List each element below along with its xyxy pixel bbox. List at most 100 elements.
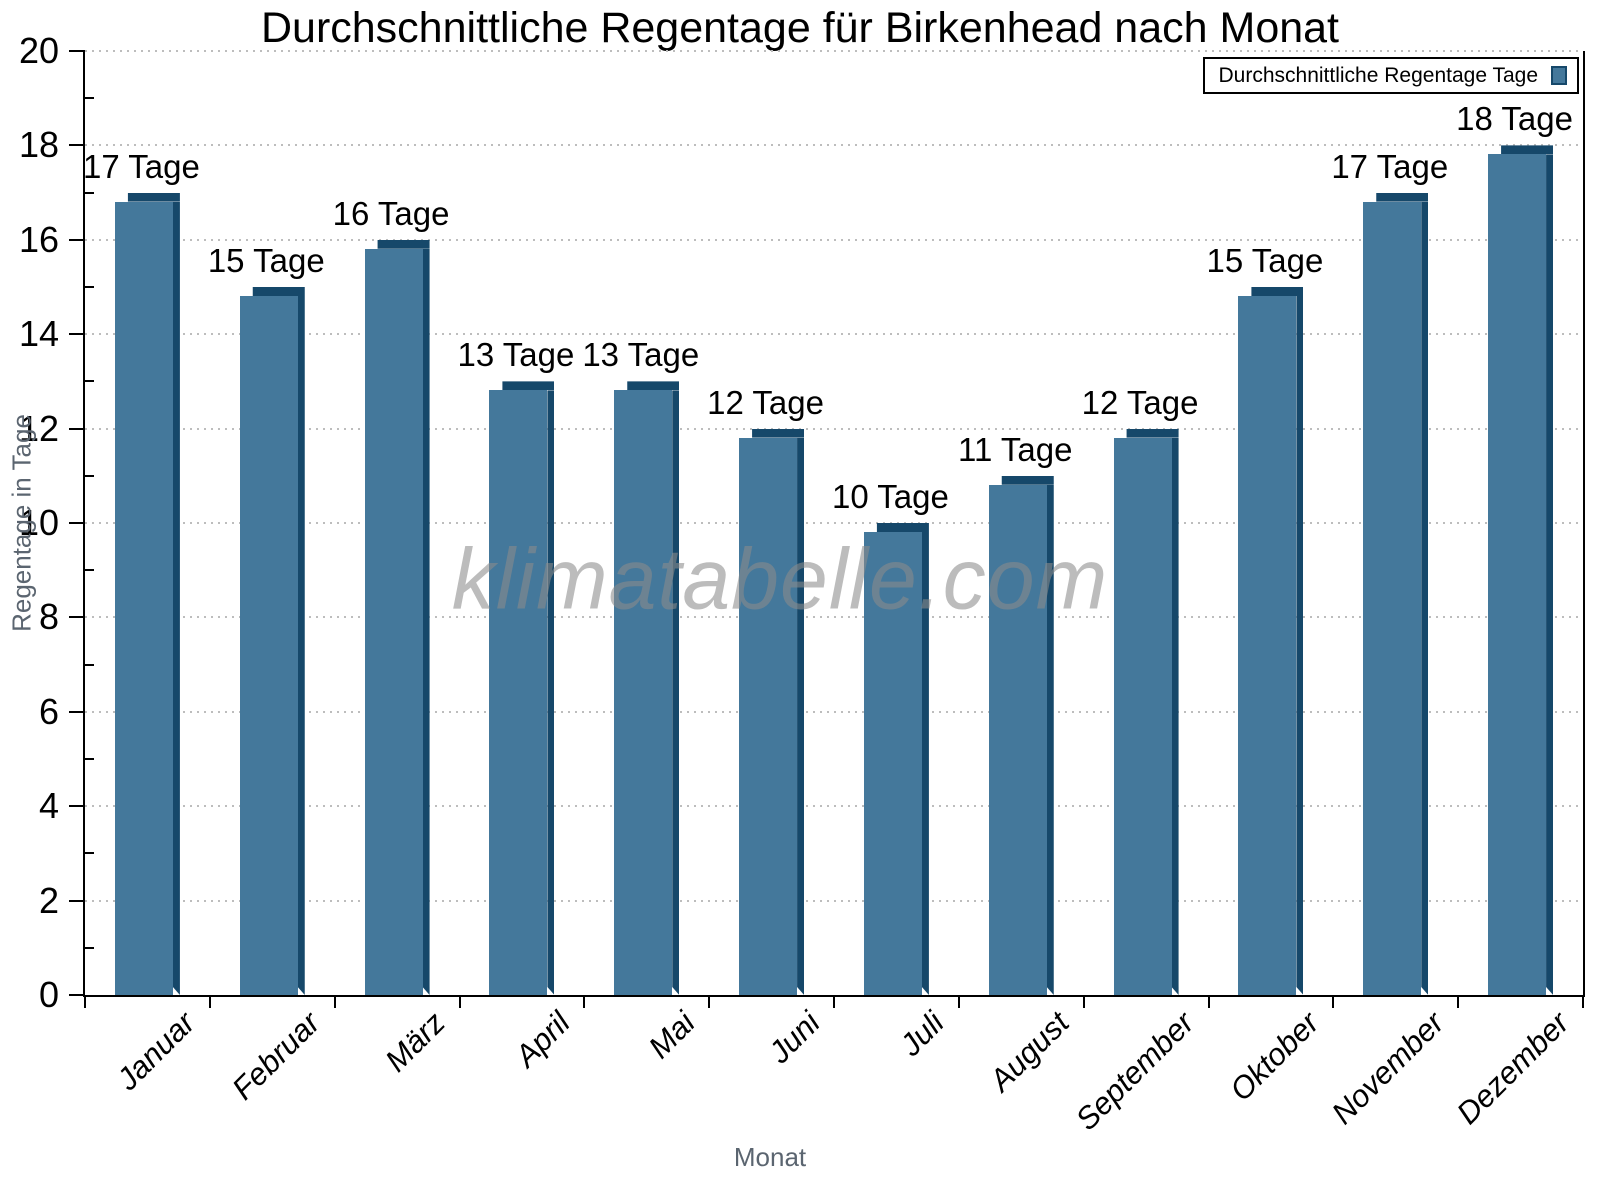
- bar-value-label: 17 Tage: [1331, 147, 1449, 185]
- bar-top-edge: [863, 523, 929, 532]
- legend[interactable]: Durchschnittliche Regentage Tage: [1203, 57, 1579, 94]
- gridline: [85, 238, 1583, 241]
- bar-side-edge: [1546, 154, 1553, 995]
- bar: [364, 239, 430, 995]
- y-tick-label: 14: [18, 313, 59, 355]
- y-axis-title: Regentage in Tage: [6, 414, 37, 632]
- bar-top-edge: [614, 381, 680, 391]
- y-axis-minor-tick: [85, 758, 94, 760]
- bar-top-edge: [1488, 145, 1554, 155]
- y-tick-label: 18: [18, 124, 59, 166]
- bar-side-edge: [1047, 485, 1054, 995]
- x-axis-tick: [333, 995, 336, 1008]
- y-axis-minor-tick: [85, 191, 94, 194]
- gridline: [85, 144, 1583, 147]
- y-axis-minor-tick: [85, 380, 94, 383]
- bar-value-label: 10 Tage: [831, 478, 949, 515]
- plot-right-border: [1583, 51, 1585, 997]
- gridline: [85, 50, 1583, 52]
- y-axis-tick: [69, 522, 85, 524]
- chart-title: Durchschnittliche Regentage für Birkenhe…: [260, 4, 1340, 52]
- bar-side-edge: [423, 249, 430, 995]
- y-axis-tick: [69, 805, 85, 808]
- x-axis-tick: [208, 995, 211, 1008]
- y-axis-tick: [69, 238, 85, 241]
- y-tick-label: 12: [18, 407, 59, 449]
- bar: [489, 381, 555, 995]
- bar-top-edge: [739, 428, 805, 438]
- bar-face: [1488, 154, 1547, 995]
- x-axis-tick: [708, 995, 711, 1008]
- x-axis-tick: [833, 995, 835, 1008]
- bar-face: [239, 296, 298, 995]
- bar-value-label: 13 Tage: [457, 336, 575, 374]
- bar-face: [863, 532, 922, 995]
- x-axis-tick: [458, 995, 461, 1008]
- legend-series-label: Durchschnittliche Regentage Tage: [1218, 63, 1538, 87]
- bar-top-edge: [114, 192, 180, 202]
- y-tick-label: 16: [18, 218, 59, 260]
- watermark: klimatabelle.com: [451, 531, 1109, 628]
- y-axis-minor-tick: [85, 946, 94, 949]
- bar: [114, 192, 180, 995]
- bar-side-edge: [547, 390, 554, 995]
- y-axis-minor-tick: [85, 286, 94, 288]
- bar: [1363, 192, 1429, 995]
- bar-top-edge: [239, 287, 305, 296]
- gridline: [85, 710, 1583, 713]
- y-axis-minor-tick: [85, 663, 94, 666]
- bar-value-label: 15 Tage: [207, 242, 325, 279]
- y-axis-tick: [69, 427, 85, 430]
- y-axis-minor-tick: [85, 97, 94, 100]
- gridline: [85, 805, 1583, 808]
- bar-face: [364, 248, 423, 995]
- y-axis-minor-tick: [85, 569, 94, 572]
- x-axis-tick: [1582, 995, 1584, 1008]
- bar: [863, 523, 929, 995]
- y-axis-tick: [69, 616, 85, 619]
- x-axis-tick: [84, 995, 86, 1008]
- gridline: [85, 333, 1583, 336]
- x-axis-tick: [1457, 995, 1460, 1008]
- bar-side-edge: [1172, 438, 1179, 995]
- bar-top-edge: [1363, 192, 1429, 202]
- y-tick-label: 10: [18, 502, 59, 543]
- y-axis-tick: [69, 994, 85, 996]
- bar-face: [1113, 437, 1172, 995]
- bar-value-label: 12 Tage: [1081, 383, 1199, 421]
- bar-side-edge: [173, 202, 180, 995]
- bar-top-edge: [1238, 287, 1304, 296]
- bar: [1238, 287, 1304, 995]
- legend-swatch-icon: [1551, 66, 1567, 85]
- gridline: [85, 899, 1583, 902]
- y-axis-line: [83, 51, 85, 997]
- bar-top-edge: [988, 475, 1054, 485]
- bar-value-label: 11 Tage: [958, 430, 1073, 468]
- y-axis-minor-tick: [85, 852, 94, 855]
- x-axis-tick: [1332, 995, 1335, 1008]
- gridline: [85, 522, 1583, 524]
- bar-value-label: 18 Tage: [1456, 100, 1573, 138]
- x-axis-tick: [1082, 995, 1085, 1008]
- x-category-label: Dezember: [1449, 1005, 1576, 1131]
- bar-value-label: 13 Tage: [582, 336, 700, 374]
- bar: [988, 475, 1054, 995]
- bar-value-label: 12 Tage: [707, 383, 824, 421]
- bar-face: [1238, 296, 1297, 995]
- bar-face: [614, 390, 673, 995]
- y-axis-tick: [69, 710, 85, 713]
- y-tick-label: 8: [38, 596, 59, 638]
- x-axis-line: [83, 995, 1585, 997]
- bar: [1488, 145, 1554, 995]
- bar-side-edge: [922, 532, 929, 995]
- bar-side-edge: [1296, 296, 1303, 995]
- bar-value-label: 17 Tage: [82, 147, 200, 185]
- y-axis-tick: [69, 899, 85, 902]
- bar: [614, 381, 680, 995]
- y-axis-tick: [69, 333, 85, 336]
- bar-side-edge: [672, 390, 679, 995]
- y-tick-label: 4: [38, 785, 59, 827]
- bar-top-edge: [364, 239, 430, 249]
- gridline: [85, 427, 1583, 430]
